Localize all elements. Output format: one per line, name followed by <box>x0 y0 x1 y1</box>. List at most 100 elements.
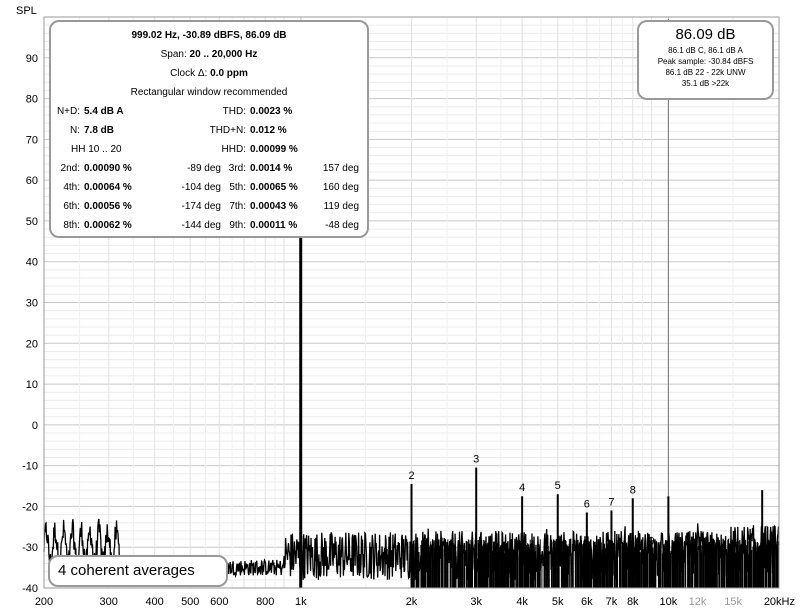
harmonic-row: 4th: 0.00064 % -104 deg 5th: 0.00065 % 160 de… <box>51 178 367 197</box>
thd-value: 0.0023 % <box>250 106 293 117</box>
y-tick-label: -30 <box>22 542 38 554</box>
x-tick-label: 12k <box>689 596 707 608</box>
x-tick-label: 7k <box>606 596 618 608</box>
x-tick-label: 800 <box>256 596 274 608</box>
hh-label: HH 10 .. 20 <box>71 144 122 155</box>
level-value: 86.09 dB <box>675 26 736 43</box>
harmonic-order-label: 5th: <box>229 182 246 193</box>
measurement-header: 999.02 Hz, -30.89 dBFS, 86.09 dB <box>131 30 287 41</box>
x-tick-label: 15k <box>724 596 742 608</box>
hhd-label: HHD: <box>221 144 246 155</box>
harmonic-row: 8th: 0.00062 % -144 deg 9th: 0.00011 % -48 de… <box>51 216 367 235</box>
x-tick-label: 500 <box>181 596 199 608</box>
x-tick-label: 1k <box>295 596 307 608</box>
harmonic-phase: -174 deg <box>181 201 221 212</box>
harmonic-label: 3 <box>473 454 479 466</box>
band-level-unw: 86.1 dB 22 - 22k UNW <box>665 68 746 77</box>
harmonic-percent: 0.00011 % <box>250 220 298 231</box>
thdn-value: 0.012 % <box>250 125 287 136</box>
harmonic-phase: -144 deg <box>181 220 221 231</box>
x-tick-label: 600 <box>210 596 228 608</box>
hh-row: HH 10 .. 20 HHD: 0.00099 % <box>51 140 367 159</box>
harmonic-percent: 0.00064 % <box>84 182 132 193</box>
harmonic-label: 7 <box>608 497 614 509</box>
harmonic-row: 2nd: 0.00090 % -89 deg 3rd: 0.0014 % 157 deg <box>51 159 367 178</box>
y-tick-label: 60 <box>26 175 38 187</box>
y-tick-label: -10 <box>22 461 38 473</box>
harmonic-percent: 0.00065 % <box>250 182 298 193</box>
x-axis-ticks: 200 300 400 500 600 800 1k 2k 3k 4k 5k 6k 7k 8k 10k 12k… <box>35 596 795 608</box>
span-value: 20 .. 20,000 Hz <box>189 49 258 60</box>
y-tick-label: -20 <box>22 501 38 513</box>
spectrum-trace <box>43 518 780 588</box>
harmonic-order-label: 3rd: <box>228 163 246 174</box>
x-tick-label: 2k <box>406 596 418 608</box>
harmonic-phase: -89 deg <box>187 163 221 174</box>
y-tick-label: 0 <box>32 420 38 432</box>
y-tick-label: -40 <box>22 583 38 595</box>
harmonic-percent: 0.00062 % <box>84 220 132 231</box>
harmonic-order-label: 6th: <box>63 201 80 212</box>
hhd-value: 0.00099 % <box>250 144 298 155</box>
clock-row: Clock Δ: 0.0 ppm <box>51 64 367 83</box>
harmonic-percent: 0.00043 % <box>250 201 298 212</box>
y-tick-label: 10 <box>26 379 38 391</box>
harmonic-percent: 0.00090 % <box>84 163 132 174</box>
span-label: Span: <box>160 49 187 60</box>
harmonic-label: 2 <box>408 470 414 482</box>
peak-lines <box>299 19 764 588</box>
harmonic-percent: 0.0014 % <box>250 163 293 174</box>
x-tick-label: 6k <box>581 596 593 608</box>
harmonic-order-label: 9th: <box>229 220 246 231</box>
y-tick-label: 80 <box>26 94 38 106</box>
x-tick-label: 10k <box>659 596 677 608</box>
harmonic-label: 4 <box>519 482 525 494</box>
thd-label: THD: <box>222 106 246 117</box>
y-tick-label: 70 <box>26 134 38 146</box>
y-tick-label: 20 <box>26 338 38 350</box>
averages-badge[interactable]: 4 coherent averages <box>48 555 228 587</box>
n-label: N: <box>70 125 80 136</box>
harmonic-phase: 119 deg <box>323 201 359 212</box>
nd-value: 5.4 dB A <box>84 106 124 117</box>
harmonic-table: 2nd: 0.00090 % -89 deg 3rd: 0.0014 % 157 deg 4… <box>51 159 367 235</box>
harmonic-label: 6 <box>584 499 590 511</box>
clock-label: Clock Δ: <box>170 68 208 79</box>
harmonic-phase: -104 deg <box>181 182 221 193</box>
y-axis-label: SPL <box>16 5 37 17</box>
y-axis-ticks: 90 80 70 60 50 40 30 20 10 0 -10 -20 -30 -40 <box>22 53 38 595</box>
x-tick-label: 5k <box>552 596 564 608</box>
x-tick-label: 300 <box>100 596 118 608</box>
x-tick-label: 4k <box>516 596 528 608</box>
x-tick-label: 400 <box>145 596 163 608</box>
harmonic-label: 9 <box>648 535 654 547</box>
n-value: 7.8 dB <box>84 125 115 136</box>
nd-label: N+D: <box>56 106 80 117</box>
harmonic-phase: 157 deg <box>322 163 359 174</box>
harmonic-row: 6th: 0.00056 % -174 deg 7th: 0.00043 % 119 de… <box>51 197 367 216</box>
y-tick-label: 30 <box>26 298 38 310</box>
n-row: N: 7.8 dB THD+N: 0.012 % <box>51 121 367 140</box>
clock-value: 0.0 ppm <box>210 68 248 79</box>
harmonic-label: 5 <box>555 480 561 492</box>
harmonic-phase: 160 deg <box>322 182 359 193</box>
x-tick-label: 3k <box>470 596 482 608</box>
plot-frame <box>43 16 780 589</box>
thdn-label: THD+N: <box>209 125 246 136</box>
x-tick-label: 200 <box>35 596 53 608</box>
level-panel[interactable]: 86.09 dB 86.1 dB C, 86.1 dB A Peak sampl… <box>637 20 774 100</box>
peak-sample: Peak sample: -30.84 dBFS <box>657 57 754 66</box>
distortion-stats-panel[interactable]: 999.02 Hz, -30.89 dBFS, 86.09 dB Span: 2… <box>49 20 369 238</box>
harmonic-order-label: 8th: <box>63 220 80 231</box>
window-note: Rectangular window recommended <box>130 87 288 98</box>
x-tick-label: 8k <box>627 596 639 608</box>
above-band-level: 35.1 dB >22k <box>681 79 730 88</box>
harmonic-phase: -48 deg <box>325 220 359 231</box>
harmonic-label: 8 <box>630 484 636 496</box>
harmonic-order-label: 2nd: <box>60 163 80 174</box>
span-row: Span: 20 .. 20,000 Hz <box>51 45 367 64</box>
y-tick-label: 90 <box>26 53 38 65</box>
y-tick-label: 50 <box>26 216 38 228</box>
harmonic-order-label: 7th: <box>229 201 246 212</box>
nd-row: N+D: 5.4 dB A THD: 0.0023 % <box>51 102 367 121</box>
